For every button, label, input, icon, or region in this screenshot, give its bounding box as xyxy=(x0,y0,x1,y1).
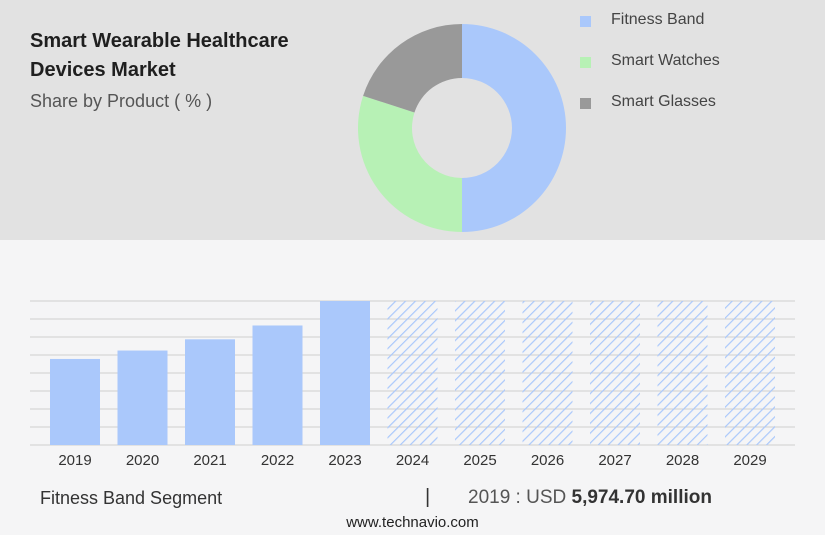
segment-value: 2019 : USD 5,974.70 million xyxy=(468,487,712,509)
x-tick-label: 2020 xyxy=(126,452,159,469)
forecast-bar-2024 xyxy=(387,301,438,445)
forecast-bar-2028 xyxy=(657,301,708,445)
legend-swatch xyxy=(580,57,591,68)
x-tick-label: 2022 xyxy=(261,452,294,469)
source-url: www.technavio.com xyxy=(346,514,479,531)
segment-label: Fitness Band Segment xyxy=(40,488,223,508)
x-tick-label: 2024 xyxy=(396,452,429,469)
donut-chart xyxy=(358,24,566,232)
x-tick-label: 2029 xyxy=(733,452,766,469)
chart-subtitle: Share by Product ( % ) xyxy=(30,91,213,111)
value-amount: 5,974.70 million xyxy=(571,487,712,508)
x-tick-label: 2028 xyxy=(666,452,699,469)
donut-slice-fitness-band xyxy=(462,24,566,232)
x-tick-label: 2019 xyxy=(58,452,91,469)
x-tick-label: 2025 xyxy=(463,452,496,469)
forecast-bar-2027 xyxy=(590,301,640,445)
forecast-bar-2026 xyxy=(522,301,573,445)
donut-slice-smart-watches xyxy=(358,95,462,232)
bar-2019 xyxy=(50,358,100,445)
legend-label: Smart Glasses xyxy=(611,93,716,110)
donut-slice-smart-glasses xyxy=(363,24,462,113)
legend-label: Fitness Band xyxy=(611,11,705,28)
footer-separator: | xyxy=(425,486,431,508)
forecast-bar-2029 xyxy=(725,301,775,445)
legend-label: Smart Watches xyxy=(611,52,720,69)
x-tick-label: 2026 xyxy=(531,452,564,469)
bar-2020 xyxy=(117,350,168,445)
bar-2022 xyxy=(252,325,303,445)
forecast-bar-2025 xyxy=(455,301,505,445)
x-tick-label: 2027 xyxy=(598,452,631,469)
chart-title: Smart Wearable Healthcare Devices Market xyxy=(30,30,289,81)
x-tick-label: 2021 xyxy=(193,452,226,469)
legend-swatch xyxy=(580,98,591,109)
bar-2021 xyxy=(185,339,235,445)
value-prefix: 2019 : USD xyxy=(468,487,567,508)
x-tick-label: 2023 xyxy=(328,452,361,469)
bar-2023 xyxy=(320,301,370,445)
bar-chart: 2019 2020 2021 2022 2023 2024 2025 2026 2027 2028… xyxy=(30,300,795,469)
legend-swatch xyxy=(580,16,591,27)
